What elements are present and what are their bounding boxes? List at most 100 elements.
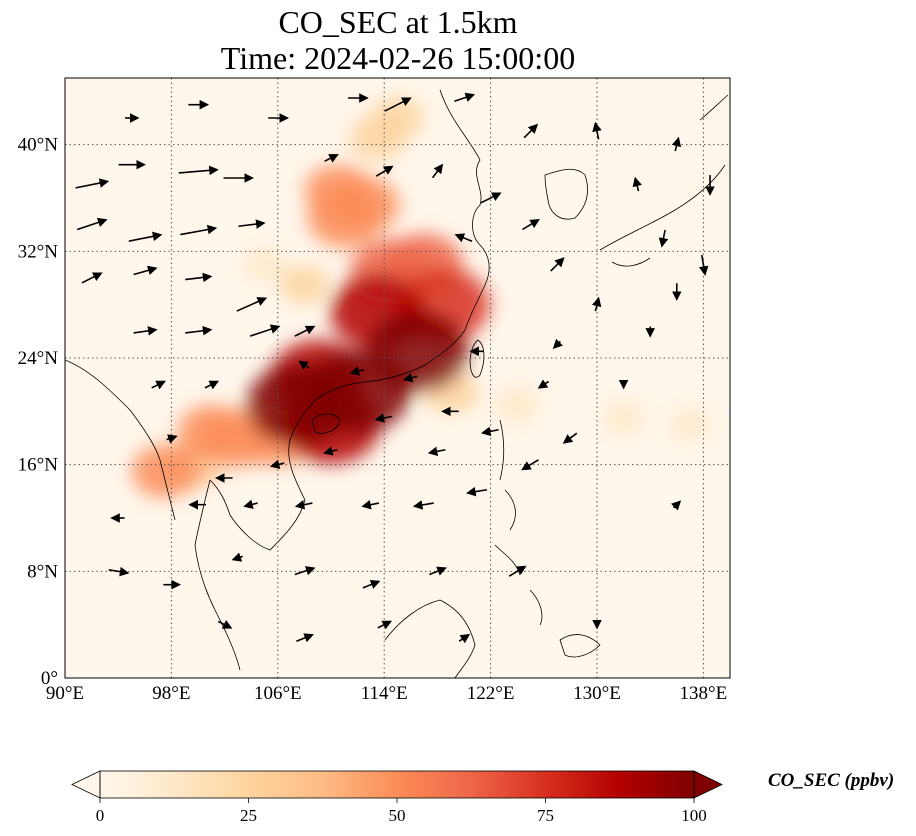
wind-arrow [592, 121, 602, 140]
wind-arrow [269, 459, 285, 469]
wind-arrow [550, 257, 565, 272]
colorbar-tick-label: 25 [240, 806, 257, 825]
latitude-label: 16°N [18, 455, 59, 476]
map-plot-area [65, 78, 730, 678]
wind-arrow [180, 224, 218, 236]
wind-arrow [466, 486, 488, 497]
wind-arrow [552, 338, 563, 349]
wind-arrow [481, 426, 499, 437]
co-plume-cell [349, 115, 406, 161]
longitude-label: 130°E [573, 683, 621, 704]
wind-arrow [671, 136, 682, 152]
coastline-bay-of-bengal [65, 359, 176, 521]
wind-arrow [361, 499, 380, 510]
wind-arrow [431, 163, 444, 179]
coastline-borneo [384, 599, 476, 678]
colorbar-tick-label: 0 [96, 806, 105, 825]
wind-vectors [75, 92, 715, 644]
wind-arrow [217, 619, 233, 629]
wind-arrow [185, 325, 213, 336]
co-plume-cell [131, 444, 198, 498]
wind-arrow [429, 566, 447, 576]
wind-arrow [204, 380, 220, 390]
wind-arrow [323, 446, 338, 456]
longitude-label: 122°E [467, 683, 515, 704]
wind-arrow [296, 633, 314, 643]
longitude-label: 98°E [152, 683, 190, 704]
wind-arrow [75, 178, 110, 189]
coastline-china-east [317, 89, 490, 399]
wind-arrow [592, 296, 602, 312]
co-plume-cell [242, 247, 287, 283]
map-title-line-1: CO_SEC at 1.5km [278, 4, 518, 40]
longitude-label: 138°E [680, 683, 728, 704]
wind-arrow [151, 380, 166, 390]
latitude-label: 24°N [18, 348, 59, 369]
latitude-label: 40°N [18, 135, 59, 156]
colorbar-tick-label: 50 [389, 806, 406, 825]
coastline-new-guinea [559, 634, 601, 658]
wind-arrow [402, 373, 418, 383]
wind-arrow [178, 165, 219, 176]
wind-arrow [537, 379, 550, 389]
wind-arrow [698, 254, 709, 276]
wind-arrow [81, 272, 103, 284]
wind-arrow [670, 500, 682, 511]
co-plume-cell [669, 407, 712, 442]
coastline-korea [544, 168, 588, 220]
wind-arrow [243, 499, 258, 509]
map-title-line-2: Time: 2024-02-26 15:00:00 [220, 40, 576, 76]
latitude-label: 32°N [18, 241, 59, 262]
longitude-label: 90°E [46, 683, 84, 704]
wind-arrow [298, 360, 310, 370]
coastline-philippines [494, 419, 543, 626]
wind-arrow [249, 324, 281, 337]
wind-arrow [294, 566, 316, 576]
colorbar-body [100, 771, 694, 798]
colorbar-ticks: 0 25 50 75 100 [96, 798, 707, 825]
colorbar-max-extension [693, 770, 723, 799]
co-plume-cell [305, 349, 411, 434]
wind-arrow [521, 459, 539, 471]
wind-arrow [658, 229, 669, 248]
co-plume-cell [307, 188, 382, 248]
wind-arrow [375, 165, 394, 177]
wind-arrow [374, 413, 393, 423]
wind-arrow [480, 192, 502, 204]
colorbar-tick-label: 75 [537, 806, 554, 825]
wind-arrow [562, 432, 578, 444]
wind-arrow [454, 233, 473, 243]
coastlines [65, 89, 729, 678]
wind-arrow [294, 499, 313, 510]
wind-arrow [362, 579, 381, 589]
colorbar-min-extension [71, 770, 101, 799]
wind-arrow [377, 620, 393, 630]
graticule [65, 78, 730, 678]
longitude-tick-labels: 90°E 98°E 106°E 114°E 122°E 130°E 138°E [46, 683, 727, 704]
wind-arrow [133, 326, 158, 336]
wind-arrow [128, 231, 163, 242]
co-plume-cell [279, 265, 329, 305]
wind-arrow [349, 366, 365, 376]
wind-arrow [324, 154, 339, 163]
coastline-indochina [194, 397, 319, 671]
colorbar-tick-label: 100 [681, 806, 707, 825]
longitude-label: 114°E [361, 683, 408, 704]
wind-arrow [133, 265, 158, 276]
longitude-label: 106°E [254, 683, 302, 704]
wind-arrow [412, 500, 434, 510]
wind-arrow [108, 566, 130, 577]
wind-arrow [427, 446, 446, 457]
wind-arrow [508, 565, 527, 577]
wind-arrow [238, 219, 266, 229]
colorbar: 0 25 50 75 100 [71, 770, 723, 825]
wind-arrow [384, 97, 412, 112]
wind-arrow [231, 552, 243, 562]
coastline-hainan [311, 413, 341, 434]
wind-arrow [454, 92, 476, 102]
wind-arrow [76, 217, 108, 231]
wind-arrow [632, 176, 642, 192]
latitude-label: 8°N [27, 561, 58, 582]
latitude-label: 0° [41, 668, 58, 689]
co-plume-cell [601, 400, 646, 436]
